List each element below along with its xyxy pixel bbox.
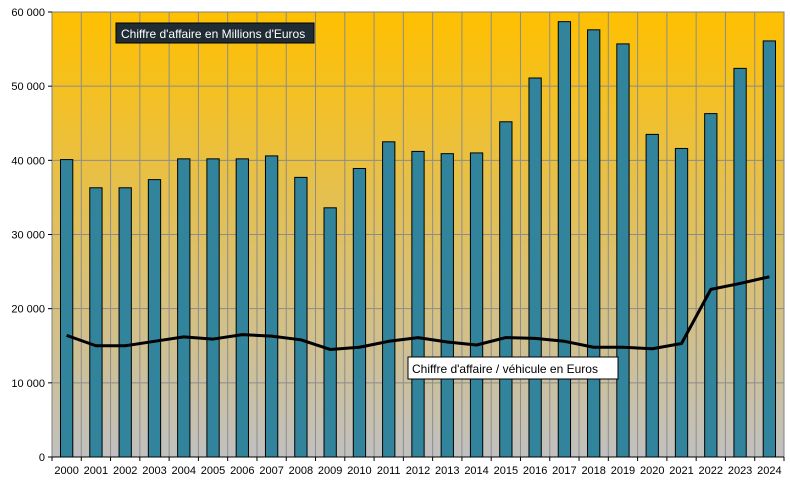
- x-tick-label: 2024: [757, 465, 781, 477]
- x-tick-label: 2002: [113, 465, 137, 477]
- x-tick-label: 2006: [230, 465, 254, 477]
- bar-2017: [557, 21, 572, 458]
- bar-2019: [616, 43, 630, 458]
- x-tick-label: 2017: [552, 465, 576, 477]
- bar-2018: [587, 29, 601, 458]
- x-tick-label: 2021: [669, 465, 693, 477]
- x-tick-label: 2003: [142, 465, 166, 477]
- bar-2001: [89, 187, 103, 458]
- x-tick-label: 2011: [377, 465, 401, 477]
- bar-2010: [352, 167, 367, 458]
- bar-2006: [235, 158, 249, 458]
- x-tick-label: 2020: [640, 465, 664, 477]
- y-tick-label: 40 000: [11, 155, 45, 167]
- x-axis: 2000 2001 2002 2003 2004 2005 2006 2007 2008 2009…: [51, 456, 785, 477]
- x-tick-label: 2008: [289, 465, 313, 477]
- line-path: [66, 275, 770, 351]
- bar-2021: [674, 147, 689, 458]
- y-tick-label: 60 000: [11, 7, 45, 19]
- line-series: [66, 275, 770, 351]
- x-tick-label: 2015: [494, 465, 518, 477]
- x-tick-label: 2012: [406, 465, 430, 477]
- x-tick-label: 2013: [435, 465, 459, 477]
- bar-2009: [323, 207, 337, 458]
- bar-2020: [645, 133, 659, 458]
- bar-2012: [411, 150, 425, 458]
- x-tick-label: 2009: [318, 465, 342, 477]
- bar-2016: [528, 77, 542, 458]
- bar-2005: [206, 158, 220, 458]
- x-tick-label: 2004: [172, 465, 196, 477]
- x-tick-label: 2014: [464, 465, 488, 477]
- y-tick-label: 50 000: [11, 81, 45, 93]
- bar-2015: [499, 121, 513, 458]
- bar-2013: [440, 153, 454, 458]
- y-tick-label: 10 000: [11, 378, 45, 390]
- x-tick-label: 2010: [347, 465, 371, 477]
- bar-2011: [382, 141, 396, 458]
- bar-2024: [762, 40, 777, 458]
- bar-2022: [704, 113, 718, 458]
- line-series-label: Chiffre d'affaire / véhicule en Euros: [412, 362, 598, 376]
- bar-2008: [294, 176, 308, 458]
- bar-series-label-box: Chiffre d'affaire en Millions d'Euros: [115, 22, 315, 44]
- x-tick-label: 2001: [84, 465, 108, 477]
- x-tick-label: 2019: [611, 465, 635, 477]
- bar-series-label: Chiffre d'affaire en Millions d'Euros: [121, 27, 305, 41]
- y-tick-label: 30 000: [11, 230, 45, 242]
- bar-2003: [147, 179, 162, 458]
- bar-2000: [59, 159, 74, 458]
- y-tick-label: 0: [39, 452, 45, 464]
- x-tick-label: 2016: [523, 465, 547, 477]
- x-tick-label: 2023: [728, 465, 752, 477]
- bar-2002: [118, 187, 132, 458]
- bar-2014: [469, 152, 484, 458]
- y-tick-label: 20 000: [11, 304, 45, 316]
- x-tick-label: 2007: [259, 465, 283, 477]
- x-tick-label: 2022: [699, 465, 723, 477]
- bar-2004: [177, 158, 191, 458]
- bar-2007: [264, 155, 279, 458]
- line-series-label-box: Chiffre d'affaire / véhicule en Euros: [407, 356, 619, 380]
- y-axis: 0 10 000 20 000 30 000 40 000 50 000 60 000: [11, 7, 52, 464]
- x-tick-label: 2005: [201, 465, 225, 477]
- bar-2023: [733, 67, 747, 458]
- x-tick-label: 2000: [54, 465, 78, 477]
- x-tick-label: 2018: [581, 465, 605, 477]
- bar-series: [59, 21, 777, 458]
